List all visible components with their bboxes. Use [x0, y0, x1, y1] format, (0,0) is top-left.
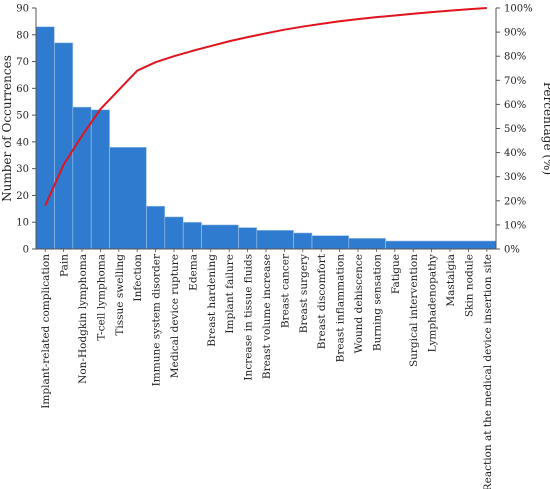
y2-tick-label: 0%	[504, 245, 520, 256]
category-label: Skin nodule	[463, 254, 475, 317]
y2-tick-label: 10%	[504, 220, 526, 231]
bar-9	[201, 224, 239, 250]
category-label: Infection	[132, 254, 144, 302]
y2-tick-label: 20%	[504, 196, 526, 207]
bar-7	[164, 216, 184, 250]
y-tick-label: 20	[16, 191, 29, 202]
y-tick-label: 40	[16, 137, 29, 148]
bars-group	[35, 26, 497, 250]
category-label: Breast inflammation	[335, 254, 347, 363]
category-label: Reaction at the medical device insertion…	[482, 254, 494, 489]
y-tick-label: 80	[16, 30, 29, 41]
category-label: Implant failure	[224, 254, 236, 334]
category-label: Edema	[187, 254, 199, 291]
y-tick-label: 0	[23, 245, 29, 256]
category-label: Fatigue	[390, 254, 402, 294]
category-label: Breast discomfort	[316, 253, 328, 349]
y2-axis-title: Percentage (%)	[541, 82, 550, 175]
category-labels-group: Implant-related complication Pain Non-Hodg…	[40, 249, 494, 489]
axes-group: 0 10 20 30 40 50 60 70 80 90 0% 10% 20% 30% 40% 50% 60% 7…	[16, 4, 532, 256]
y2-tick-label: 70%	[504, 76, 526, 87]
bar-6	[146, 205, 166, 250]
cumulative-percentage-line	[44, 7, 487, 207]
category-label: Surgical intervention	[408, 254, 420, 367]
bar-1	[35, 26, 55, 250]
category-label: Pain	[59, 254, 71, 277]
y-tick-label: 60	[16, 84, 29, 95]
category-label: Breast surgery	[298, 254, 310, 333]
category-label: Immune system disorder	[151, 253, 163, 386]
y-tick-label: 30	[16, 164, 29, 175]
category-label: Wound dehiscence	[353, 254, 365, 353]
y-tick-label: 10	[16, 218, 29, 229]
category-label: Breast volume increase	[261, 254, 273, 379]
y-tick-label: 50	[16, 111, 29, 122]
category-label: Lymphadenopathy	[427, 254, 439, 352]
cumulative-line-group	[44, 7, 487, 207]
category-label: Medical device rupture	[169, 254, 181, 378]
y2-tick-label: 80%	[504, 52, 526, 63]
y2-tick-label: 60%	[504, 100, 526, 111]
category-label: Tissue swelling	[114, 254, 126, 336]
category-label: T-cell lymphoma	[95, 254, 107, 341]
y-axis-title: Number of Occurrences	[0, 55, 14, 202]
category-label: Breast cancer	[279, 253, 291, 328]
bar-2	[54, 42, 74, 250]
y2-tick-label: 100%	[504, 4, 533, 15]
y-tick-label: 70	[16, 57, 29, 68]
y2-tick-label: 40%	[504, 148, 526, 159]
y2-tick-label: 50%	[504, 124, 526, 135]
bar-10	[238, 227, 258, 250]
bar-11	[256, 229, 294, 250]
category-label: Mastalgia	[445, 254, 457, 307]
bar-4	[90, 109, 110, 250]
category-label: Non-Hodgkin lymphoma	[77, 254, 89, 384]
category-label: Burning sensation	[371, 254, 383, 351]
bar-5	[109, 146, 147, 250]
bar-14	[348, 237, 386, 250]
bar-8	[182, 221, 202, 250]
bar-13	[311, 235, 350, 250]
bar-12	[293, 232, 313, 250]
y2-tick-label: 30%	[504, 172, 526, 183]
bar-15	[385, 240, 497, 250]
category-label: Implant-related complication	[40, 254, 52, 409]
y-tick-label: 90	[16, 4, 29, 15]
category-label: Increase in tissue fluids	[243, 254, 255, 381]
y2-tick-label: 90%	[504, 28, 526, 39]
bar-3	[72, 106, 92, 250]
category-label: Breast hardening	[206, 254, 218, 347]
